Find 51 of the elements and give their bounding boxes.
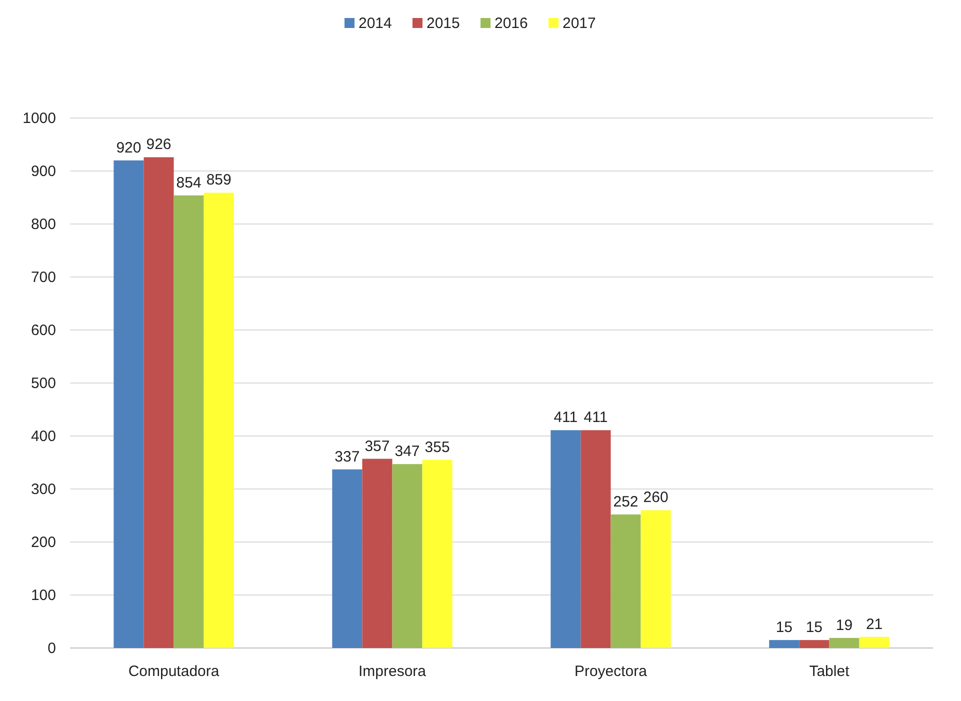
data-label: 260 [643, 489, 668, 506]
data-label: 347 [394, 443, 420, 460]
y-tick-label: 800 [30, 216, 56, 233]
y-tick-label: 1000 [22, 110, 56, 127]
data-label: 920 [116, 139, 142, 156]
data-label: 19 [836, 616, 853, 634]
data-label: 252 [613, 493, 638, 510]
bar [769, 640, 800, 648]
data-label: 859 [206, 172, 232, 189]
bar [610, 514, 641, 648]
data-label: 854 [176, 174, 202, 192]
data-label: 411 [554, 409, 578, 426]
bar [392, 464, 422, 648]
y-tick-label: 700 [30, 269, 56, 286]
data-label: 337 [334, 448, 360, 466]
legend-label: 2015 [426, 15, 460, 32]
bar [580, 430, 611, 648]
bar [114, 160, 144, 648]
bar [829, 638, 860, 648]
data-label: 411 [584, 409, 608, 426]
legend-label: 2014 [358, 15, 392, 32]
data-label: 926 [146, 136, 172, 154]
y-tick-label: 200 [30, 534, 56, 551]
data-label: 357 [364, 438, 390, 455]
bar [422, 460, 452, 648]
y-tick-label: 300 [30, 481, 56, 498]
bar [550, 430, 581, 648]
y-tick-label: 100 [30, 587, 56, 604]
y-tick-label: 600 [30, 322, 56, 339]
bar [332, 469, 362, 648]
bar [174, 195, 204, 648]
y-tick-label: 900 [30, 163, 56, 180]
data-label: 355 [424, 438, 450, 456]
bar [640, 510, 671, 648]
bar [362, 458, 392, 648]
x-tick-label: Tablet [809, 663, 850, 680]
y-tick-label: 400 [30, 428, 56, 445]
data-label: 21 [866, 616, 883, 633]
bar [799, 640, 830, 648]
data-label: 15 [806, 619, 823, 636]
legend-label: 2017 [562, 15, 596, 32]
bar [144, 157, 174, 648]
bar [859, 636, 890, 648]
y-tick-label: 0 [48, 640, 56, 657]
x-tick-label: Impresora [358, 663, 427, 680]
bar [204, 192, 234, 648]
x-tick-label: Computadora [128, 663, 220, 680]
y-tick-label: 500 [30, 375, 56, 392]
data-label: 15 [776, 619, 793, 636]
legend-label: 2016 [494, 15, 528, 32]
x-tick-label: Proyectora [574, 663, 648, 680]
